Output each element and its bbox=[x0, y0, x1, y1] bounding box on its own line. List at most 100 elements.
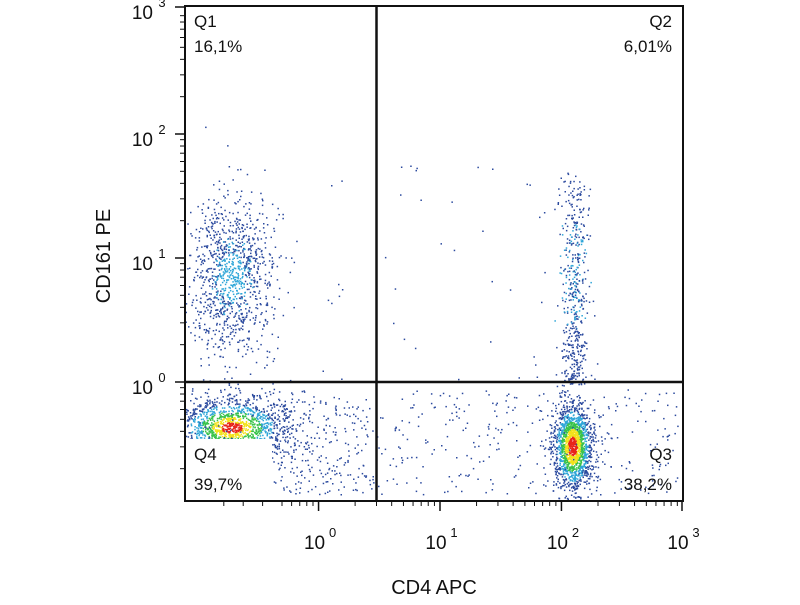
event-dot bbox=[253, 290, 255, 293]
event-dot bbox=[568, 449, 571, 451]
event-dot bbox=[574, 409, 576, 412]
event-dot bbox=[249, 260, 252, 263]
event-dot bbox=[194, 326, 197, 329]
event-dot bbox=[247, 257, 249, 259]
event-dot bbox=[215, 316, 218, 318]
event-dot bbox=[231, 263, 233, 265]
event-dot bbox=[255, 258, 257, 260]
event-dot bbox=[235, 366, 237, 369]
event-dot bbox=[293, 449, 295, 451]
event-dot bbox=[247, 238, 250, 241]
event-dot bbox=[222, 411, 224, 413]
event-dot bbox=[591, 433, 593, 436]
event-dot bbox=[565, 355, 568, 357]
event-dot bbox=[575, 226, 578, 229]
event-dot bbox=[587, 407, 590, 410]
event-dot bbox=[585, 461, 587, 464]
event-dot bbox=[201, 212, 204, 214]
event-dot bbox=[193, 279, 195, 282]
event-dot bbox=[559, 467, 561, 469]
event-dot bbox=[204, 301, 207, 304]
event-dot bbox=[211, 227, 213, 230]
event-dot bbox=[557, 424, 559, 427]
event-dot bbox=[576, 447, 579, 449]
event-dot bbox=[240, 438, 242, 440]
event-dot bbox=[238, 410, 241, 412]
event-dot bbox=[219, 431, 221, 434]
event-dot bbox=[246, 408, 249, 410]
event-dot bbox=[189, 432, 191, 434]
event-dot bbox=[579, 396, 581, 399]
event-dot bbox=[569, 332, 571, 335]
event-dot bbox=[204, 424, 207, 427]
event-dot bbox=[568, 274, 571, 276]
event-dot bbox=[577, 245, 579, 247]
event-dot bbox=[572, 427, 574, 429]
event-dot bbox=[249, 306, 251, 309]
event-dot bbox=[580, 479, 582, 481]
event-dot bbox=[662, 435, 664, 438]
event-dot bbox=[361, 427, 363, 429]
event-dot bbox=[586, 433, 589, 436]
event-dot bbox=[581, 423, 583, 425]
event-dot bbox=[265, 431, 267, 433]
event-dot bbox=[287, 440, 289, 442]
event-dot bbox=[232, 413, 235, 416]
event-dot bbox=[283, 419, 286, 422]
event-dot bbox=[270, 275, 272, 277]
event-dot bbox=[228, 366, 231, 369]
event-dot bbox=[208, 330, 210, 332]
event-dot bbox=[246, 303, 249, 305]
event-dot bbox=[309, 414, 311, 416]
event-dot bbox=[282, 213, 284, 216]
event-dot bbox=[579, 460, 582, 462]
event-dot bbox=[580, 423, 582, 425]
event-dot bbox=[207, 433, 210, 436]
event-dot bbox=[328, 467, 331, 470]
event-dot bbox=[332, 465, 335, 467]
event-dot bbox=[266, 224, 269, 226]
event-dot bbox=[235, 298, 238, 300]
event-dot bbox=[219, 236, 221, 239]
event-dot bbox=[261, 410, 263, 413]
event-dot bbox=[234, 284, 236, 287]
event-dot bbox=[218, 239, 221, 241]
event-dot bbox=[311, 466, 313, 469]
event-dot bbox=[209, 402, 211, 405]
event-dot bbox=[252, 428, 254, 431]
event-dot bbox=[220, 403, 223, 406]
event-dot bbox=[576, 446, 578, 448]
event-dot bbox=[206, 413, 208, 416]
event-dot bbox=[252, 395, 254, 397]
event-dot bbox=[582, 442, 585, 444]
event-dot bbox=[237, 323, 239, 326]
event-dot bbox=[229, 333, 232, 335]
event-dot bbox=[552, 402, 554, 405]
event-dot bbox=[557, 448, 559, 450]
event-dot bbox=[573, 417, 576, 419]
event-dot bbox=[248, 273, 251, 275]
event-dot bbox=[235, 436, 238, 438]
event-dot bbox=[575, 462, 577, 465]
event-dot bbox=[246, 264, 248, 266]
event-dot bbox=[563, 485, 565, 487]
event-dot bbox=[567, 373, 569, 375]
event-dot bbox=[241, 227, 243, 230]
event-dot bbox=[219, 294, 221, 296]
event-dot bbox=[572, 346, 574, 349]
event-dot bbox=[209, 278, 211, 280]
event-dot bbox=[373, 482, 375, 484]
event-dot bbox=[186, 425, 189, 428]
event-dot bbox=[219, 247, 222, 250]
event-dot bbox=[249, 296, 252, 298]
event-dot bbox=[568, 239, 571, 242]
event-dot bbox=[574, 474, 576, 477]
event-dot bbox=[550, 458, 552, 461]
event-dot bbox=[625, 404, 628, 407]
event-dot bbox=[238, 431, 240, 433]
event-dot bbox=[491, 489, 494, 491]
event-dot bbox=[253, 323, 256, 325]
event-dot bbox=[227, 296, 230, 298]
event-dot bbox=[238, 282, 241, 285]
event-dot bbox=[264, 427, 267, 430]
